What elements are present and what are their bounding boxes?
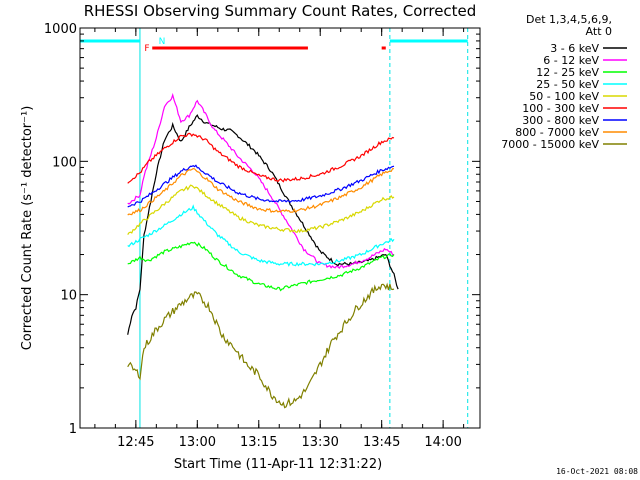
series-line-6 <box>127 164 395 208</box>
x-tick-label: 13:45 <box>363 435 400 450</box>
legend-entry-label: 12 - 25 keV <box>536 66 599 79</box>
plot-frame <box>79 27 481 429</box>
legend-entry-label: 50 - 100 keV <box>529 90 599 103</box>
flag-label-f: F <box>144 44 149 54</box>
series-line-1 <box>127 92 395 270</box>
series-line-8 <box>127 282 395 409</box>
x-tick-label: 13:30 <box>301 435 338 450</box>
legend-entry-label: 7000 - 15000 keV <box>501 138 599 151</box>
series-line-3 <box>127 204 395 267</box>
series-line-7 <box>127 167 394 216</box>
x-tick-label: 13:00 <box>179 435 216 450</box>
series-line-4 <box>127 184 395 235</box>
y-tick-label: 10 <box>60 289 77 304</box>
y-tick-label: 100 <box>52 155 77 170</box>
legend-entry-label: 800 - 7000 keV <box>515 126 599 139</box>
series-line-5 <box>127 132 395 184</box>
legend-header: Det 1,3,4,5,6,9, <box>526 13 612 26</box>
timestamp: 16-Oct-2021 08:08 <box>556 467 638 476</box>
x-tick-label: 13:15 <box>240 435 277 450</box>
x-axis-label: Start Time (11-Apr-11 12:31:22) <box>174 457 382 472</box>
x-tick-label: 14:00 <box>424 435 461 450</box>
series-layer <box>127 92 399 409</box>
y-axis-label: Corrected Count Rate (s⁻¹ detector⁻¹) <box>20 106 35 351</box>
legend-entry-label: 100 - 300 keV <box>522 102 599 115</box>
legend-entry-label: 25 - 50 keV <box>536 78 599 91</box>
legend-entry-label: 300 - 800 keV <box>522 114 599 127</box>
legend-entry-label: 6 - 12 keV <box>543 54 599 67</box>
y-tick-label: 1000 <box>44 22 77 37</box>
chart-title: RHESSI Observing Summary Count Rates, Co… <box>84 2 477 20</box>
x-tick-label: 12:45 <box>117 435 154 450</box>
flag-label-n: N <box>159 37 166 47</box>
legend-entry-label: 3 - 6 keV <box>550 42 599 55</box>
axis-ticks-layer: 12:45 13:00 13:15 13:30 13:45 14:00 1 10 100 1000 <box>44 22 480 450</box>
series-line-2 <box>127 241 395 292</box>
legend-header: Att 0 <box>586 25 612 38</box>
y-tick-label: 1 <box>69 422 77 437</box>
